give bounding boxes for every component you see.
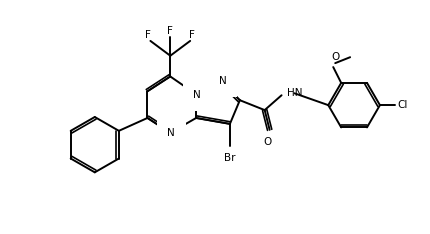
Text: F: F xyxy=(145,30,151,40)
Text: HN: HN xyxy=(286,88,302,98)
Text: F: F xyxy=(189,30,195,40)
Text: O: O xyxy=(264,137,272,147)
Text: Br: Br xyxy=(224,153,236,163)
Text: N: N xyxy=(219,77,227,86)
Text: F: F xyxy=(167,26,173,36)
Text: Cl: Cl xyxy=(398,100,408,110)
Text: N: N xyxy=(193,90,201,100)
Text: N: N xyxy=(167,128,175,138)
Text: O: O xyxy=(331,52,339,62)
